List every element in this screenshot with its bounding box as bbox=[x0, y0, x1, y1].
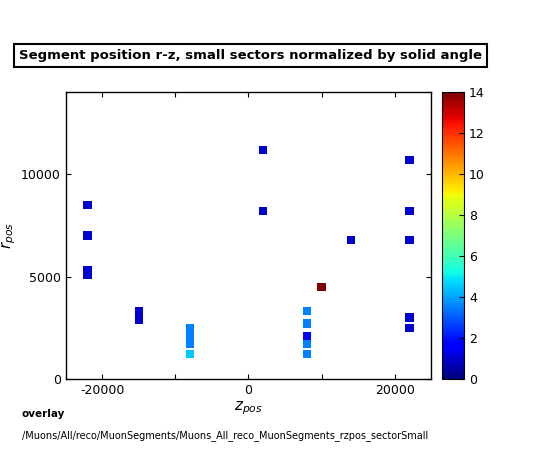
Text: Segment position r-z, small sectors normalized by solid angle: Segment position r-z, small sectors norm… bbox=[19, 49, 482, 62]
Point bbox=[405, 314, 414, 321]
Point bbox=[186, 332, 194, 340]
Point bbox=[134, 308, 143, 315]
Point bbox=[405, 207, 414, 215]
Point bbox=[186, 324, 194, 331]
Point bbox=[83, 267, 92, 274]
Point bbox=[302, 340, 311, 348]
Point bbox=[405, 156, 414, 164]
Text: overlay: overlay bbox=[22, 409, 65, 419]
Point bbox=[302, 351, 311, 358]
Point bbox=[186, 351, 194, 358]
Point bbox=[347, 236, 355, 243]
Y-axis label: $r_{pos}$: $r_{pos}$ bbox=[0, 222, 18, 249]
Point bbox=[134, 316, 143, 323]
Point bbox=[302, 320, 311, 327]
X-axis label: $z_{pos}$: $z_{pos}$ bbox=[234, 400, 263, 417]
Point bbox=[259, 146, 268, 153]
Point bbox=[317, 283, 326, 291]
Point bbox=[405, 236, 414, 243]
Point bbox=[83, 201, 92, 209]
Point bbox=[302, 332, 311, 340]
Point bbox=[186, 340, 194, 348]
Point bbox=[405, 324, 414, 331]
Point bbox=[302, 308, 311, 315]
Point bbox=[259, 207, 268, 215]
Text: /Muons/All/reco/MuonSegments/Muons_All_reco_MuonSegments_rzpos_sectorSmall: /Muons/All/reco/MuonSegments/Muons_All_r… bbox=[22, 431, 428, 442]
Point bbox=[83, 271, 92, 278]
Point bbox=[83, 232, 92, 239]
